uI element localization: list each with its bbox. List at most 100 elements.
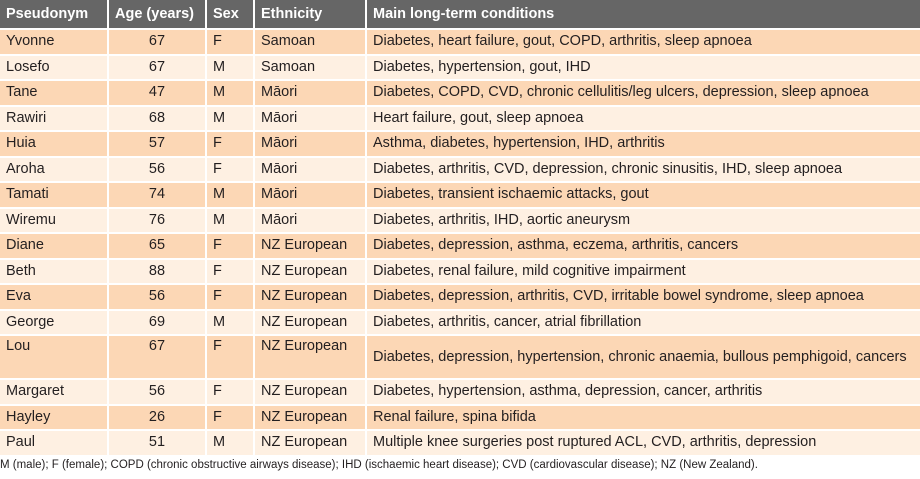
ethnicity-cell: NZ European bbox=[254, 308, 367, 335]
sex-cell: F bbox=[206, 403, 255, 430]
pseudonym-cell: Yvonne bbox=[0, 28, 109, 55]
sex-cell: M bbox=[206, 308, 255, 335]
sex-cell: M bbox=[206, 181, 255, 208]
conditions-cell: Diabetes, transient ischaemic attacks, g… bbox=[366, 181, 920, 208]
age-cell: 26 bbox=[108, 403, 207, 430]
conditions-cell: Asthma, diabetes, hypertension, IHD, art… bbox=[366, 130, 920, 157]
age-cell: 67 bbox=[108, 334, 207, 379]
header-age: Age (years) bbox=[108, 0, 207, 29]
conditions-cell: Diabetes, arthritis, cancer, atrial fibr… bbox=[366, 308, 920, 335]
table-row: Huia 57 F Māori Asthma, diabetes, hypertensi… bbox=[0, 130, 920, 157]
age-cell: 57 bbox=[108, 130, 207, 157]
table-row: Hayley 26 F NZ European Renal failure, spina… bbox=[0, 403, 920, 430]
age-cell: 65 bbox=[108, 232, 207, 259]
conditions-cell: Multiple knee surgeries post ruptured AC… bbox=[366, 429, 920, 455]
ethnicity-cell: Māori bbox=[254, 104, 367, 131]
pseudonym-cell: Huia bbox=[0, 130, 109, 157]
table-row: Rawiri 68 M Māori Heart failure, gout, sleep… bbox=[0, 104, 920, 131]
table-row: Wiremu 76 M Māori Diabetes, arthritis, IHD, … bbox=[0, 206, 920, 233]
sex-cell: F bbox=[206, 155, 255, 182]
sex-cell: M bbox=[206, 79, 255, 106]
age-cell: 67 bbox=[108, 28, 207, 55]
ethnicity-cell: NZ European bbox=[254, 403, 367, 430]
pseudonym-cell: Tamati bbox=[0, 181, 109, 208]
ethnicity-cell: Māori bbox=[254, 79, 367, 106]
ethnicity-cell: Māori bbox=[254, 155, 367, 182]
table-row: Tane 47 M Māori Diabetes, COPD, CVD, chronic… bbox=[0, 79, 920, 106]
conditions-cell: Diabetes, depression, hypertension, chro… bbox=[366, 334, 920, 379]
conditions-cell: Diabetes, depression, asthma, eczema, ar… bbox=[366, 232, 920, 259]
pseudonym-cell: Paul bbox=[0, 429, 109, 455]
table-header-row: Pseudonym Age (years) Sex Ethnicity Main… bbox=[0, 0, 920, 29]
sex-cell: F bbox=[206, 283, 255, 310]
ethnicity-cell: NZ European bbox=[254, 283, 367, 310]
table-row: Diane 65 F NZ European Diabetes, depression,… bbox=[0, 232, 920, 259]
pseudonym-cell: Eva bbox=[0, 283, 109, 310]
conditions-cell: Diabetes, hypertension, gout, IHD bbox=[366, 53, 920, 80]
age-cell: 88 bbox=[108, 257, 207, 284]
header-conditions: Main long-term conditions bbox=[366, 0, 920, 29]
age-cell: 68 bbox=[108, 104, 207, 131]
table-row: Eva 56 F NZ European Diabetes, depression, a… bbox=[0, 283, 920, 310]
ethnicity-cell: NZ European bbox=[254, 232, 367, 259]
conditions-cell: Diabetes, arthritis, IHD, aortic aneurys… bbox=[366, 206, 920, 233]
age-cell: 51 bbox=[108, 429, 207, 455]
pseudonym-cell: Lou bbox=[0, 334, 109, 379]
pseudonym-cell: George bbox=[0, 308, 109, 335]
table-row: George 69 M NZ European Diabetes, arthritis,… bbox=[0, 308, 920, 335]
table-row: Losefo 67 M Samoan Diabetes, hypertension, g… bbox=[0, 53, 920, 80]
pseudonym-cell: Diane bbox=[0, 232, 109, 259]
sex-cell: F bbox=[206, 378, 255, 405]
sex-cell: F bbox=[206, 232, 255, 259]
conditions-cell: Diabetes, heart failure, gout, COPD, art… bbox=[366, 28, 920, 55]
age-cell: 69 bbox=[108, 308, 207, 335]
conditions-cell: Diabetes, hypertension, asthma, depressi… bbox=[366, 378, 920, 405]
pseudonym-cell: Rawiri bbox=[0, 104, 109, 131]
sex-cell: F bbox=[206, 28, 255, 55]
pseudonym-cell: Aroha bbox=[0, 155, 109, 182]
age-cell: 74 bbox=[108, 181, 207, 208]
sex-cell: F bbox=[206, 334, 255, 379]
table-footnote: M (male); F (female); COPD (chronic obst… bbox=[0, 459, 758, 471]
table-row: Paul 51 M NZ European Multiple knee surgerie… bbox=[0, 429, 920, 455]
sex-cell: M bbox=[206, 429, 255, 455]
pseudonym-cell: Tane bbox=[0, 79, 109, 106]
sex-cell: M bbox=[206, 206, 255, 233]
sex-cell: F bbox=[206, 257, 255, 284]
participants-table: Pseudonym Age (years) Sex Ethnicity Main… bbox=[0, 0, 920, 455]
header-ethnicity: Ethnicity bbox=[254, 0, 367, 29]
conditions-cell: Heart failure, gout, sleep apnoea bbox=[366, 104, 920, 131]
ethnicity-cell: Samoan bbox=[254, 53, 367, 80]
pseudonym-cell: Margaret bbox=[0, 378, 109, 405]
conditions-cell: Diabetes, COPD, CVD, chronic cellulitis/… bbox=[366, 79, 920, 106]
pseudonym-cell: Wiremu bbox=[0, 206, 109, 233]
age-cell: 67 bbox=[108, 53, 207, 80]
conditions-cell: Diabetes, depression, arthritis, CVD, ir… bbox=[366, 283, 920, 310]
header-sex: Sex bbox=[206, 0, 255, 29]
ethnicity-cell: Māori bbox=[254, 130, 367, 157]
header-pseudonym: Pseudonym bbox=[0, 0, 109, 29]
ethnicity-cell: NZ European bbox=[254, 257, 367, 284]
conditions-cell: Diabetes, renal failure, mild cognitive … bbox=[366, 257, 920, 284]
conditions-cell: Diabetes, arthritis, CVD, depression, ch… bbox=[366, 155, 920, 182]
pseudonym-cell: Losefo bbox=[0, 53, 109, 80]
ethnicity-cell: Samoan bbox=[254, 28, 367, 55]
ethnicity-cell: NZ European bbox=[254, 429, 367, 455]
ethnicity-cell: Māori bbox=[254, 181, 367, 208]
sex-cell: M bbox=[206, 53, 255, 80]
ethnicity-cell: Māori bbox=[254, 206, 367, 233]
ethnicity-cell: NZ European bbox=[254, 334, 367, 379]
age-cell: 56 bbox=[108, 283, 207, 310]
sex-cell: M bbox=[206, 104, 255, 131]
age-cell: 56 bbox=[108, 155, 207, 182]
participants-table-container: Pseudonym Age (years) Sex Ethnicity Main… bbox=[0, 0, 920, 455]
table-body: Yvonne 67 F Samoan Diabetes, heart failure, … bbox=[0, 28, 920, 455]
table-row: Yvonne 67 F Samoan Diabetes, heart failure, … bbox=[0, 28, 920, 55]
pseudonym-cell: Beth bbox=[0, 257, 109, 284]
table-row: Beth 88 F NZ European Diabetes, renal failur… bbox=[0, 257, 920, 284]
age-cell: 76 bbox=[108, 206, 207, 233]
table-row: Tamati 74 M Māori Diabetes, transient ischae… bbox=[0, 181, 920, 208]
pseudonym-cell: Hayley bbox=[0, 403, 109, 430]
table-row: Aroha 56 F Māori Diabetes, arthritis, CVD, d… bbox=[0, 155, 920, 182]
age-cell: 47 bbox=[108, 79, 207, 106]
